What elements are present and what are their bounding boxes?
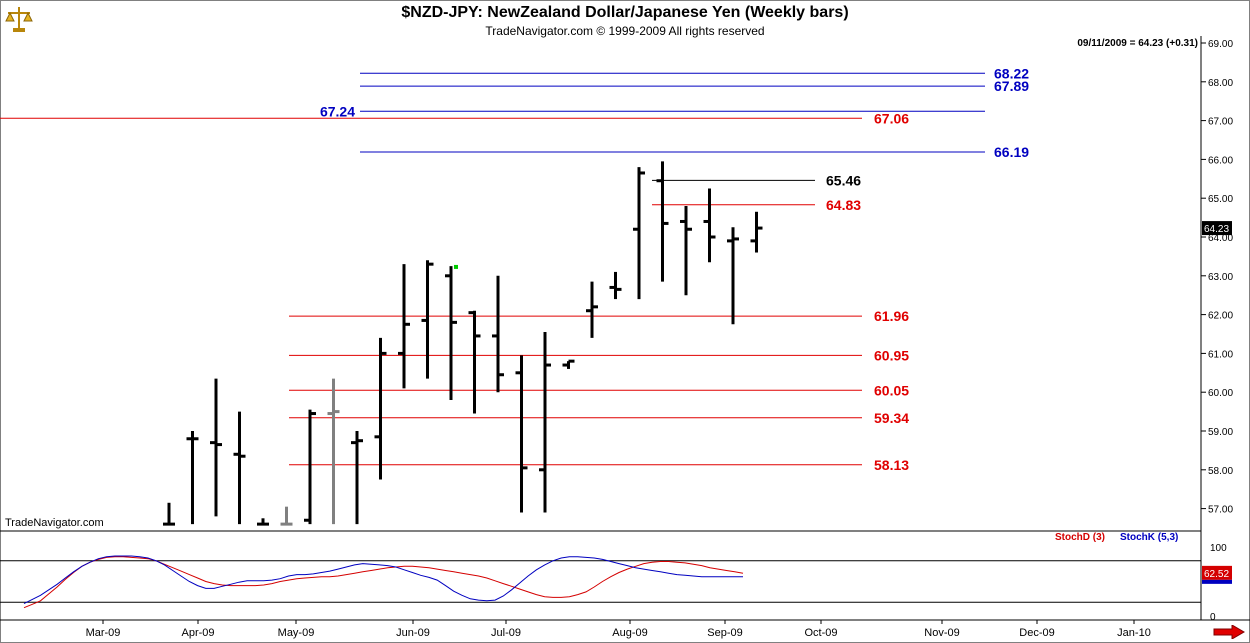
date-tick-label: May-09: [278, 627, 315, 639]
stoch-last-label: 62.52: [1204, 569, 1229, 580]
date-tick-label: Nov-09: [924, 627, 959, 639]
chart-subtitle: TradeNavigator.com © 1999-2009 All right…: [0, 24, 1250, 38]
stoch-tick-label: 100: [1210, 543, 1227, 554]
last-price-label: 64.23: [1204, 224, 1229, 235]
level-label: 59.34: [874, 410, 909, 426]
price-tick-label: 58.00: [1208, 466, 1233, 477]
date-tick-label: Mar-09: [86, 627, 121, 639]
price-tick-label: 60.00: [1208, 388, 1233, 399]
level-label: 60.05: [874, 382, 909, 398]
price-tick-label: 65.00: [1208, 194, 1233, 205]
chart-title: $NZD-JPY: NewZealand Dollar/Japanese Yen…: [0, 4, 1250, 22]
price-tick-label: 68.00: [1208, 78, 1233, 89]
date-tick-label: Sep-09: [707, 627, 742, 639]
price-tick-label: 67.00: [1208, 117, 1233, 128]
date-tick-label: Oct-09: [804, 627, 837, 639]
last-price-readout: 09/11/2009 = 64.23 (+0.31): [1077, 38, 1198, 49]
price-tick-label: 57.00: [1208, 505, 1233, 516]
price-tick-label: 59.00: [1208, 427, 1233, 438]
date-tick-label: Jan-10: [1117, 627, 1151, 639]
level-label: 58.13: [874, 457, 909, 473]
level-label: 65.46: [826, 172, 861, 188]
date-tick-label: Jul-09: [491, 627, 521, 639]
price-tick-label: 63.00: [1208, 272, 1233, 283]
date-tick-label: Dec-09: [1019, 627, 1054, 639]
level-label: 66.19: [994, 144, 1029, 160]
signal-marker: [454, 265, 458, 269]
stochk-legend: StochK (5,3): [1120, 532, 1178, 543]
date-tick-label: Apr-09: [181, 627, 214, 639]
date-tick-label: Jun-09: [396, 627, 430, 639]
stoch-last-box-k: [1202, 580, 1232, 584]
price-tick-label: 66.00: [1208, 155, 1233, 166]
level-label: 60.95: [874, 347, 909, 363]
scroll-right-arrow-icon[interactable]: [1212, 625, 1246, 639]
level-label: 67.89: [994, 78, 1029, 94]
level-label: 67.06: [874, 110, 909, 126]
watermark-text: TradeNavigator.com: [5, 517, 104, 529]
level-label: 61.96: [874, 308, 909, 324]
price-tick-label: 62.00: [1208, 311, 1233, 322]
stoch-tick-label: 0: [1210, 612, 1216, 623]
level-label: 64.83: [826, 197, 861, 213]
price-tick-label: 69.00: [1208, 39, 1233, 50]
level-label: 67.24: [320, 103, 355, 119]
date-tick-label: Aug-09: [612, 627, 647, 639]
stochd-legend: StochD (3): [1055, 532, 1105, 543]
price-tick-label: 61.00: [1208, 349, 1233, 360]
